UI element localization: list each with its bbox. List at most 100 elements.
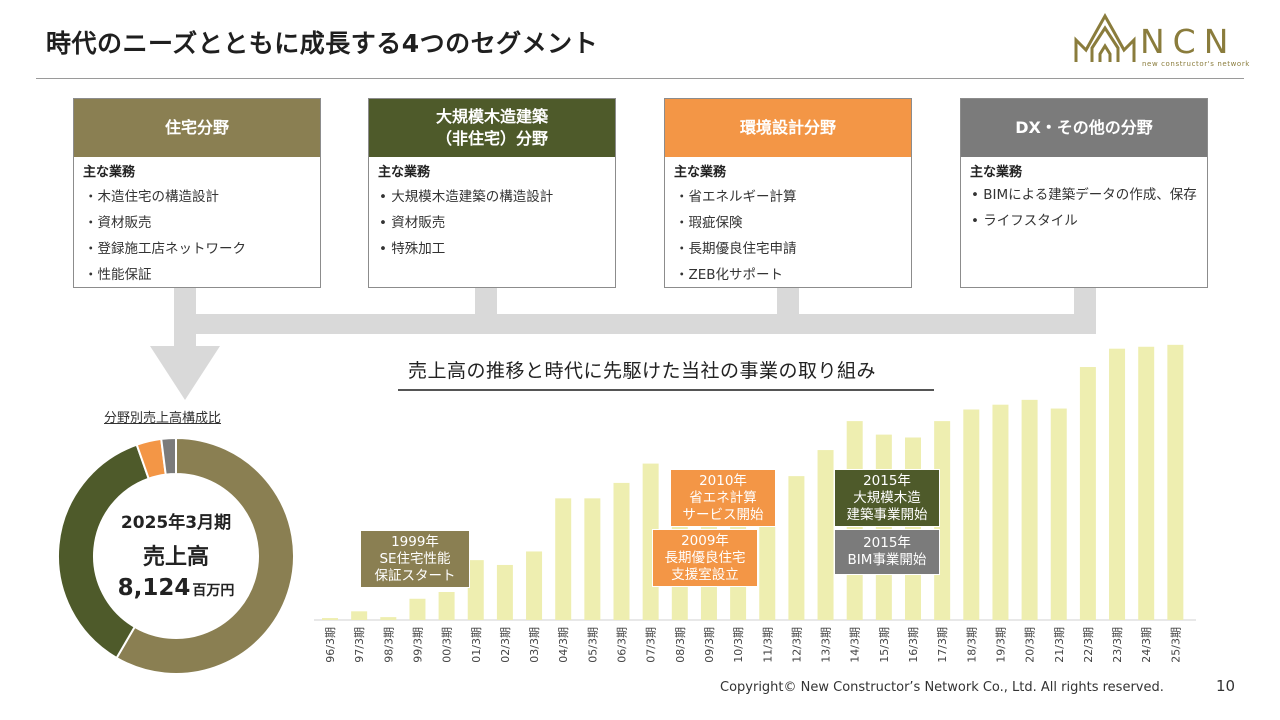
page-title: 時代のニーズとともに成長する4つのセグメント: [46, 29, 599, 58]
down-arrow-icon: [150, 346, 220, 400]
sales-bar: [467, 560, 484, 620]
sales-bar: [380, 617, 397, 620]
segment-item: • 資材販売: [379, 215, 446, 231]
segment-item: ・長期優良住宅申請: [675, 241, 797, 257]
segment-header: 大規模木造建築 （非住宅）分野: [369, 99, 615, 157]
segment-item: ・瑕疵保険: [675, 215, 743, 231]
segment-subheading: 主な業務: [83, 165, 136, 180]
segment-item: ・登録施工店ネットワーク: [84, 241, 246, 257]
sales-bar: [496, 564, 513, 620]
sales-bar: [322, 618, 338, 620]
donut-center-label: 2025年3月期 売上高 8,124 百万円: [96, 508, 256, 601]
x-tick-label: 15/3期: [878, 627, 891, 663]
connector-stem: [777, 288, 799, 320]
sales-bar: [613, 482, 630, 620]
x-tick-label: 99/3期: [411, 627, 424, 663]
title-divider: [36, 78, 1244, 79]
sales-bar: [1021, 399, 1038, 620]
x-tick-label: 19/3期: [994, 627, 1007, 663]
sales-bar: [1167, 344, 1184, 620]
x-tick-label: 17/3期: [936, 627, 949, 663]
segment-donut-chart: [57, 436, 295, 675]
sales-bar: [1138, 346, 1155, 620]
sales-bar: [875, 434, 892, 620]
x-tick-label: 09/3期: [703, 627, 716, 663]
annotation-2015-timber: 2015年 大規模木造 建築事業開始: [834, 469, 940, 527]
x-tick-label: 02/3期: [499, 627, 512, 663]
sales-bar: [759, 501, 776, 620]
segment-item: ・資材販売: [84, 215, 152, 231]
x-tick-label: 21/3期: [1053, 627, 1066, 663]
sales-bar: [351, 611, 368, 620]
segment-header: 環境設計分野: [665, 99, 911, 157]
chart-title-underline: [398, 389, 934, 391]
sales-bar: [817, 450, 834, 620]
segment-item: • 大規模木造建築の構造設計: [379, 189, 554, 205]
x-tick-label: 16/3期: [907, 627, 920, 663]
x-tick-label: 20/3期: [1024, 627, 1037, 663]
x-tick-label: 23/3期: [1111, 627, 1124, 663]
segment-item: • BIMによる建築データの作成、保存: [971, 187, 1197, 203]
x-tick-label: 24/3期: [1140, 627, 1153, 663]
sales-label: 売上高: [142, 545, 209, 570]
x-tick-label: 98/3期: [382, 627, 395, 663]
segment-card-housing: 住宅分野 主な業務 ・木造住宅の構造設計 ・資材販売 ・登録施工店ネットワーク …: [73, 98, 321, 288]
x-tick-label: 14/3期: [849, 627, 862, 663]
segment-subheading: 主な業務: [378, 165, 431, 180]
logo-wordmark: NCN: [1140, 22, 1237, 61]
x-tick-label: 25/3期: [1169, 627, 1182, 663]
sales-bar: [555, 498, 572, 620]
sales-bar: [992, 404, 1009, 620]
x-tick-label: 18/3期: [965, 627, 978, 663]
sales-bar: [409, 598, 426, 620]
x-tick-label: 01/3期: [470, 627, 483, 663]
x-tick-label: 07/3期: [645, 627, 658, 663]
segment-item: ・ZEB化サポート: [675, 267, 784, 283]
x-tick-label: 13/3期: [820, 627, 833, 663]
x-tick-label: 08/3期: [674, 627, 687, 663]
sales-bar: [1050, 408, 1067, 620]
donut-slice: [57, 443, 150, 660]
x-tick-label: 96/3期: [324, 627, 337, 663]
segment-card-large-timber: 大規模木造建築 （非住宅）分野 主な業務 • 大規模木造建築の構造設計 • 資材…: [368, 98, 616, 288]
x-tick-label: 04/3期: [557, 627, 570, 663]
x-tick-label: 06/3期: [616, 627, 629, 663]
annotation-2010-energy: 2010年 省エネ計算 サービス開始: [670, 469, 776, 527]
sales-bar: [438, 592, 455, 620]
segment-item: ・性能保証: [84, 267, 152, 283]
sales-bar: [1109, 348, 1126, 620]
annotation-2009-longlife: 2009年 長期優良住宅 支援室設立: [652, 529, 758, 587]
segment-header: 住宅分野: [74, 99, 320, 157]
x-tick-label: 10/3期: [732, 627, 745, 663]
segment-card-environment: 環境設計分野 主な業務 ・省エネルギー計算 ・瑕疵保険 ・長期優良住宅申請 ・Z…: [664, 98, 912, 288]
sales-bar: [963, 409, 980, 620]
x-tick-label: 03/3期: [528, 627, 541, 663]
segment-subheading: 主な業務: [674, 165, 727, 180]
chart-title: 売上高の推移と時代に先駆けた当社の事業の取り組み: [408, 360, 877, 382]
donut-slice: [115, 436, 295, 675]
x-tick-label: 00/3期: [441, 627, 454, 663]
logo-emblem-icon: [1074, 12, 1136, 62]
sales-bar: [584, 498, 601, 620]
sales-value: 8,124: [117, 575, 191, 601]
annotation-1999-se: 1999年 SE住宅性能 保証スタート: [360, 530, 470, 588]
x-tick-label: 97/3期: [353, 627, 366, 663]
donut-title: 分野別売上高構成比: [104, 411, 222, 426]
sales-bar: [1079, 367, 1096, 620]
logo-tagline: new constructor's network: [1142, 60, 1250, 68]
sales-bar: [788, 476, 805, 620]
x-tick-label: 11/3期: [761, 627, 774, 663]
segment-card-dx: DX・その他の分野 主な業務 • BIMによる建築データの作成、保存 • ライフ…: [960, 98, 1208, 288]
annotation-2015-bim: 2015年 BIM事業開始: [834, 529, 940, 575]
sales-bar: [526, 551, 543, 620]
x-tick-label: 12/3期: [790, 627, 803, 663]
segment-header: DX・その他の分野: [961, 99, 1207, 157]
page-number: 10: [1216, 677, 1236, 695]
fiscal-period-label: 2025年3月期: [120, 513, 232, 533]
segment-item: • ライフスタイル: [971, 213, 1078, 229]
donut-slice: [160, 436, 177, 476]
sales-unit: 百万円: [192, 583, 235, 599]
copyright-text: Copyright© New Constructor’s Network Co.…: [720, 680, 1164, 695]
segment-item: ・木造住宅の構造設計: [84, 189, 219, 205]
segment-item: ・省エネルギー計算: [675, 189, 797, 205]
